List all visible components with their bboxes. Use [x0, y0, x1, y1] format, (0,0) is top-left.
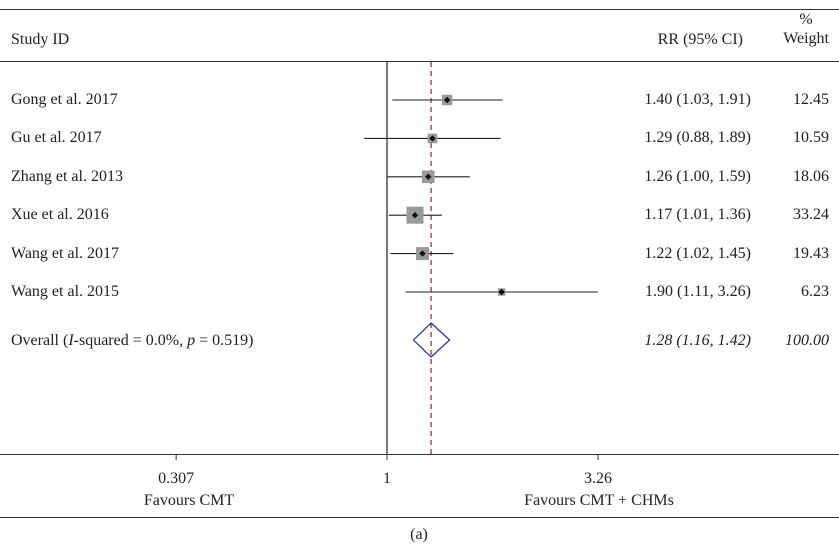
study-name: Gong et al. 2017 — [11, 91, 118, 108]
study-rr: 1.29 (0.88, 1.89) — [644, 129, 751, 147]
study-rr: 1.40 (1.03, 1.91) — [644, 91, 751, 108]
overall-diamond — [412, 322, 451, 358]
point-estimate — [419, 250, 426, 257]
study-id-header: Study ID — [11, 31, 70, 48]
point-estimate — [498, 288, 505, 296]
favours-right-label: Favours CMT + CHMs — [524, 492, 674, 509]
study-rr: 1.26 (1.00, 1.59) — [644, 167, 751, 185]
figure-caption: (a) — [410, 526, 428, 543]
overall-label-mid: -squared = 0.0%, — [73, 332, 188, 349]
header-rule — [0, 61, 839, 62]
overall-weight: 100.00 — [785, 332, 829, 349]
study-weight: 12.45 — [793, 91, 829, 108]
study-name: Gu et al. 2017 — [11, 129, 102, 147]
overall-label-i: I — [68, 332, 74, 349]
study-weight: 18.06 — [793, 167, 829, 185]
weight-header: % Weight — [783, 10, 829, 48]
weight-header-line1: % — [799, 11, 813, 28]
study-name: Wang et al. 2015 — [11, 283, 120, 300]
point-estimate — [429, 135, 436, 142]
point-estimate — [425, 173, 432, 180]
study-weight: 10.59 — [793, 129, 829, 147]
weight-header-line2: Weight — [783, 30, 829, 47]
overall-label-prefix: Overall ( — [11, 332, 69, 349]
axis-tick-label: 1 — [383, 470, 391, 487]
study-weight: 33.24 — [793, 206, 829, 224]
study-rr: 1.90 (1.11, 3.26) — [644, 283, 751, 300]
favours-left-label: Favours CMT — [143, 492, 235, 509]
overall-label: Overall (I-squared = 0.0%, p = 0.519) — [11, 331, 253, 351]
axis-rule — [0, 454, 839, 455]
overall-rr: 1.28 (1.16, 1.42) — [644, 332, 751, 349]
axis-tick-label: 0.307 — [158, 470, 195, 487]
rr-header: RR (95% CI) — [657, 31, 743, 48]
axis-tick-label: 3.26 — [584, 470, 612, 487]
overall-label-suffix: = 0.519) — [195, 332, 254, 349]
study-weight: 6.23 — [801, 283, 829, 300]
overall-label-p: p — [187, 332, 196, 349]
study-name: Zhang et al. 2013 — [11, 167, 123, 185]
top-rule — [0, 9, 839, 10]
point-estimate — [411, 212, 419, 219]
study-rr: 1.22 (1.02, 1.45) — [644, 244, 751, 262]
study-rr: 1.17 (1.01, 1.36) — [644, 206, 751, 224]
bottom-rule — [0, 517, 839, 518]
study-weight: 19.43 — [793, 244, 829, 262]
study-name: Wang et al. 2017 — [11, 244, 120, 262]
study-name: Xue et al. 2016 — [11, 206, 109, 224]
point-estimate — [443, 96, 451, 104]
